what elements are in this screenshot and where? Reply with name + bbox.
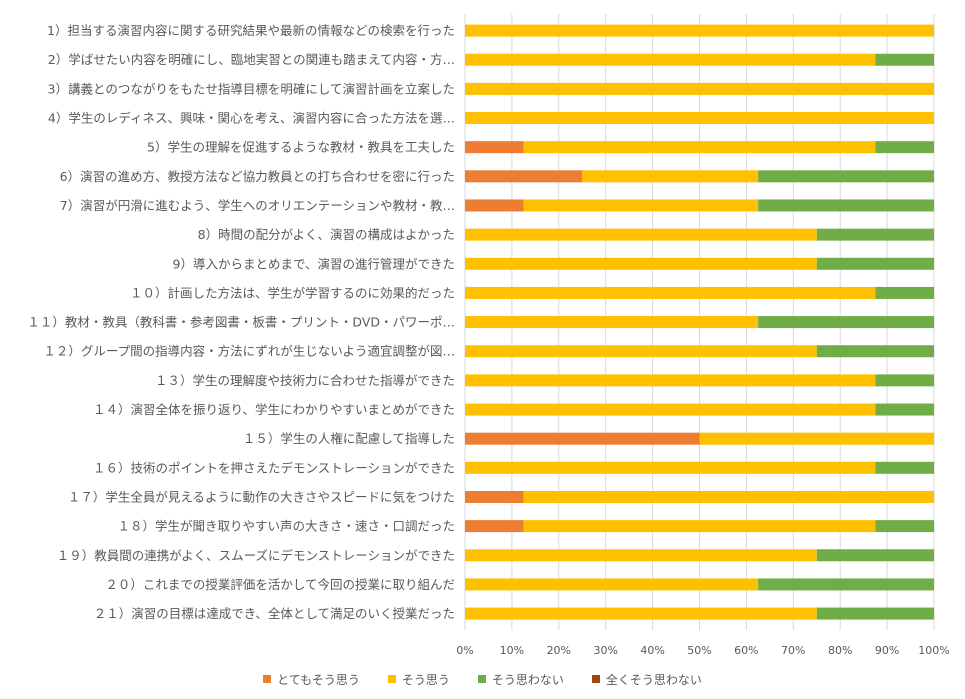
x-tick-label: 0% [456, 644, 473, 657]
bar-segment [758, 316, 934, 329]
bar-segment [523, 141, 876, 154]
bar-segment [465, 286, 876, 299]
bar-segment [465, 170, 583, 183]
x-tick-label: 10% [500, 644, 524, 657]
legend-swatch [263, 675, 272, 683]
bar-segment [816, 607, 934, 620]
bar-segment [875, 461, 934, 474]
bar-segment [465, 520, 524, 533]
bar-segment [465, 316, 759, 329]
category-label: 1）担当する演習内容に関する研究結果や最新の情報などの検索を行った [47, 23, 455, 38]
bar-segment [875, 141, 934, 154]
category-label: ２０）これまでの授業評価を活かして今回の授業に取り組んだ [105, 577, 455, 592]
category-label: １９）教員間の連携がよく、スムーズにデモンストレーションができた [57, 548, 455, 563]
category-label: 2）学ばせたい内容を明確にし、臨地実習との関連も踏まえて内容・方… [48, 52, 455, 67]
bar-segment [816, 228, 934, 241]
x-tick-label: 80% [828, 644, 852, 657]
bar-segment [465, 345, 817, 358]
x-tick-label: 90% [875, 644, 899, 657]
category-label: 8）時間の配分がよく、演習の構成はよかった [198, 227, 455, 242]
x-tick-label: 100% [918, 644, 949, 657]
category-label: 3）講義とのつながりをもたせ指導目標を明確にして演習計画を立案した [48, 81, 455, 96]
category-label: 6）演習の進め方、教授方法など協力教員との打ち合わせを密に行った [60, 169, 455, 184]
x-tick-label: 40% [640, 644, 664, 657]
stacked-bar-chart: 1）担当する演習内容に関する研究結果や最新の情報などの検索を行った 2）学ばせたい… [27, 14, 950, 657]
category-label: 7）演習が円滑に進むよう、学生へのオリエンテーションや教材・教… [60, 198, 455, 213]
category-label: １１）教材・教具（教科書・参考図書・板書・プリント・DVD・パワーポ… [27, 315, 455, 330]
bar-segment [875, 286, 934, 299]
x-tick-label: 50% [687, 644, 711, 657]
x-tick-label: 30% [593, 644, 617, 657]
bar-segment [465, 490, 524, 503]
bar-segment [816, 257, 934, 270]
bar-segment [465, 549, 817, 562]
bar-segment [875, 520, 934, 533]
category-label: 5）学生の理解を促進するような教材・教具を工夫した [147, 140, 455, 155]
legend-item: とてもそう思う [263, 669, 360, 689]
bar-segment [758, 199, 934, 212]
category-label: ２１）演習の目標は達成でき、全体として満足のいく授業だった [94, 606, 455, 621]
category-labels: 1）担当する演習内容に関する研究結果や最新の情報などの検索を行った 2）学ばせたい… [27, 23, 455, 621]
legend-swatch [591, 675, 600, 683]
bar-segment [465, 24, 934, 37]
category-label: １３）学生の理解度や技術力に合わせた指導ができた [155, 373, 455, 388]
category-label: １４）演習全体を振り返り、学生にわかりやすいまとめができた [93, 402, 455, 417]
category-label: １６）技術のポイントを押さえたデモンストレーションができた [93, 460, 455, 475]
bar-segment [465, 607, 817, 620]
bar-segment [875, 403, 934, 416]
category-label: １０）計画した方法は、学生が学習するのに効果的だった [130, 285, 455, 300]
bar-segment [465, 199, 524, 212]
category-label: 9）導入からまとめまで、演習の進行管理ができた [173, 256, 455, 271]
bar-segment [582, 170, 759, 183]
x-tick-label: 20% [547, 644, 571, 657]
x-axis-tick-labels: 0% 10% 20% 30% 40% 50% 60% 70% 80% 90% 100% [456, 644, 949, 657]
category-label: １８）学生が聞き取りやすい声の大きさ・速さ・口調だった [117, 519, 455, 534]
legend-swatch [477, 675, 486, 683]
bar-segment [523, 490, 934, 503]
bar-segment [465, 461, 876, 474]
legend-swatch [387, 675, 396, 683]
legend-label: とてもそう思う [277, 672, 360, 687]
category-label: 4）学生のレディネス、興味・関心を考え、演習内容に合った方法を選… [48, 111, 455, 126]
category-label: １７）学生全員が見えるように動作の大きさやスピードに気をつけた [68, 489, 455, 504]
bar-segment [758, 578, 934, 591]
legend-item: そう思わない [477, 669, 564, 689]
bar-segment [758, 170, 934, 183]
bar-segment [465, 141, 524, 154]
bar-segment [465, 374, 876, 387]
bar-segment [465, 578, 759, 591]
bar-segment [465, 257, 817, 270]
bar-segment [816, 345, 934, 358]
legend-label: 全くそう思わない [605, 672, 702, 687]
category-label: １２）グループ間の指導内容・方法にずれが生じないよう適宜調整が図… [43, 344, 455, 359]
bars [465, 24, 934, 620]
bar-segment [523, 199, 759, 212]
x-tick-label: 60% [734, 644, 758, 657]
bar-segment [465, 403, 876, 416]
category-label: １５）学生の人権に配慮して指導した [243, 431, 455, 446]
bar-segment [465, 112, 934, 125]
bar-segment [465, 82, 934, 95]
bar-segment [875, 374, 934, 387]
legend-item: 全くそう思わない [591, 669, 702, 689]
bar-segment [816, 549, 934, 562]
legend-item: そう思う [387, 669, 450, 689]
bar-segment [875, 53, 934, 66]
bar-segment [465, 432, 700, 445]
bar-segment [465, 228, 817, 241]
bar-segment [523, 520, 876, 533]
legend-label: そう思う [401, 672, 450, 687]
bar-segment [465, 53, 876, 66]
bar-segment [699, 432, 934, 445]
legend-label: そう思わない [491, 672, 564, 687]
x-tick-label: 70% [781, 644, 805, 657]
legend: とてもそう思う そう思う そう思わない 全くそう思わない [0, 669, 965, 689]
